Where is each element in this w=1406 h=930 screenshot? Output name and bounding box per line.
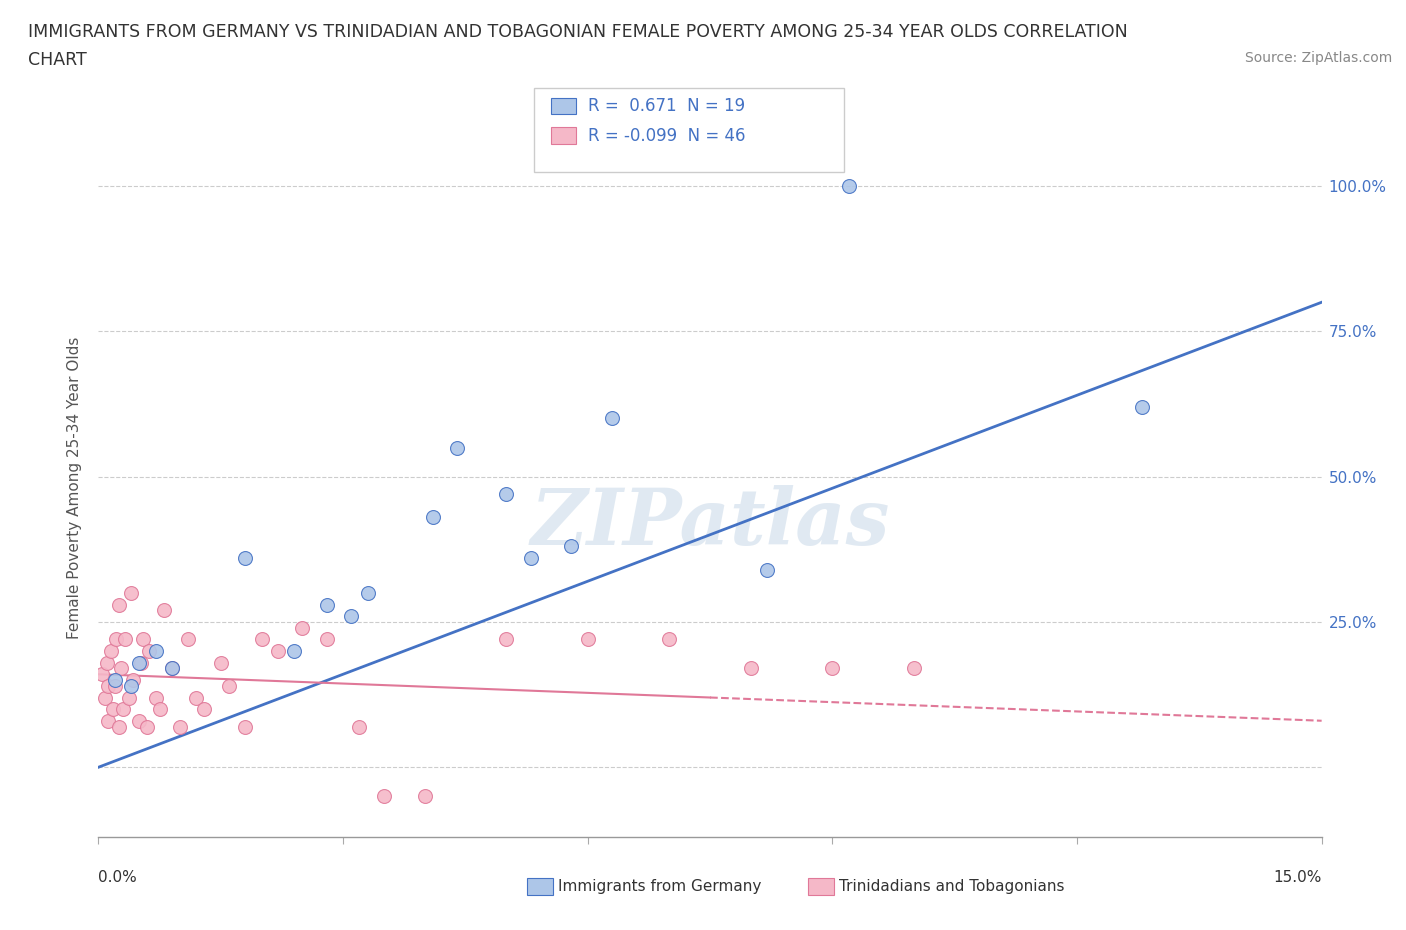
Y-axis label: Female Poverty Among 25-34 Year Olds: Female Poverty Among 25-34 Year Olds: [67, 337, 83, 640]
Point: [250, 632, 273, 647]
Point: [128, 656, 150, 671]
Point: [118, 690, 141, 705]
Point: [94, 690, 117, 705]
Point: [340, 609, 363, 624]
Point: [560, 539, 582, 554]
Point: [315, 597, 337, 612]
Point: [576, 632, 599, 647]
Point: [114, 632, 136, 647]
Point: [291, 620, 314, 635]
Text: R =  0.671  N = 19: R = 0.671 N = 19: [588, 97, 745, 115]
Point: [169, 719, 191, 734]
Point: [105, 632, 128, 647]
Point: [129, 656, 152, 671]
Point: [233, 551, 256, 565]
Point: [740, 661, 762, 676]
Text: IMMIGRANTS FROM GERMANY VS TRINIDADIAN AND TOBAGONIAN FEMALE POVERTY AMONG 25-34: IMMIGRANTS FROM GERMANY VS TRINIDADIAN A…: [28, 23, 1128, 41]
Text: 0.0%: 0.0%: [98, 870, 138, 884]
Point: [108, 719, 131, 734]
Text: CHART: CHART: [28, 51, 87, 69]
Point: [149, 702, 172, 717]
Point: [446, 440, 468, 455]
Point: [600, 411, 623, 426]
Point: [209, 656, 232, 671]
Point: [160, 661, 183, 676]
Point: [91, 667, 114, 682]
Point: [422, 510, 444, 525]
Point: [111, 702, 134, 717]
Point: [495, 486, 517, 501]
Point: [121, 672, 143, 687]
Point: [356, 586, 378, 601]
Point: [903, 661, 925, 676]
Point: [267, 644, 290, 658]
Point: [120, 679, 142, 694]
Point: [177, 632, 200, 647]
Point: [821, 661, 844, 676]
Point: [136, 719, 159, 734]
Text: ZIPatlas: ZIPatlas: [530, 485, 890, 562]
Point: [110, 661, 132, 676]
Point: [838, 179, 860, 193]
Point: [233, 719, 256, 734]
Text: Source: ZipAtlas.com: Source: ZipAtlas.com: [1244, 51, 1392, 65]
Point: [519, 551, 541, 565]
Point: [152, 603, 174, 618]
Point: [97, 713, 120, 728]
Point: [315, 632, 337, 647]
Text: 15.0%: 15.0%: [1274, 870, 1322, 884]
Point: [138, 644, 160, 658]
Point: [756, 562, 779, 577]
Point: [128, 713, 150, 728]
Point: [97, 679, 120, 694]
Point: [413, 789, 436, 804]
Point: [495, 632, 517, 647]
Point: [104, 672, 127, 687]
Point: [120, 586, 142, 601]
Point: [160, 661, 183, 676]
Point: [100, 644, 122, 658]
Point: [218, 679, 240, 694]
Point: [96, 656, 118, 671]
Point: [1130, 400, 1153, 415]
Point: [145, 690, 167, 705]
Point: [193, 702, 215, 717]
Point: [186, 690, 208, 705]
Point: [104, 679, 127, 694]
Text: Immigrants from Germany: Immigrants from Germany: [558, 879, 762, 894]
Point: [108, 597, 131, 612]
Point: [101, 702, 124, 717]
Point: [283, 644, 305, 658]
Point: [373, 789, 395, 804]
Point: [658, 632, 681, 647]
Text: R = -0.099  N = 46: R = -0.099 N = 46: [588, 126, 745, 145]
Point: [132, 632, 155, 647]
Point: [145, 644, 167, 658]
Text: Trinidadians and Tobagonians: Trinidadians and Tobagonians: [839, 879, 1064, 894]
Point: [349, 719, 371, 734]
